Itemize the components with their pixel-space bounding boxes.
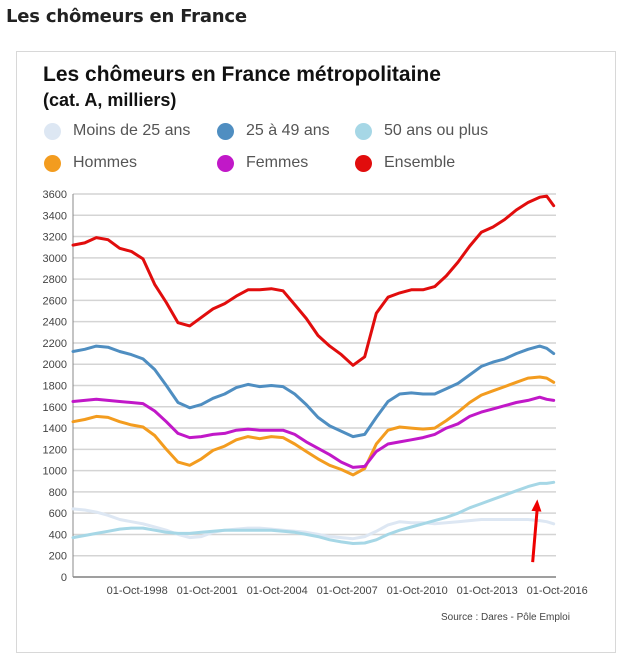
y-tick-label: 1200 [43,444,67,456]
legend-dot-icon [355,122,372,140]
y-tick-label: 3000 [43,253,67,265]
y-axis-ticks: 0 200 400 600 800 1000 1200 1400 1600 1800 2000 220… [43,189,67,584]
x-tick-label: 01-Oct-2007 [317,585,378,597]
legend-item-50-plus[interactable]: 50 ans ou plus [355,122,488,140]
chart-card [16,51,616,653]
y-tick-label: 3400 [43,210,67,222]
legend-label: Hommes [73,154,138,171]
page-heading: Les chômeurs en France [6,6,247,27]
legend-item-moins-25[interactable]: Moins de 25 ans [44,122,190,140]
legend-dot-icon [217,122,234,140]
y-tick-label: 3200 [43,232,67,244]
chart-title: Les chômeurs en France métropolitaine [43,63,441,86]
gridlines [72,193,556,578]
x-tick-label: 01-Oct-2013 [457,585,518,597]
x-tick-label: 01-Oct-2004 [247,585,308,597]
series-line-femmes [71,395,556,469]
legend-label: Moins de 25 ans [73,122,191,139]
series-line-25-49-ans [71,344,556,439]
y-tick-label: 400 [49,529,67,541]
annotation-arrow-head-icon [531,499,542,512]
y-tick-label: 3600 [43,189,67,201]
legend-label: Ensemble [384,154,456,171]
y-tick-label: 600 [49,508,67,520]
legend-dot-icon [217,154,234,172]
legend-item-femmes[interactable]: Femmes [217,154,308,172]
y-tick-label: 1800 [43,381,67,393]
legend-item-ensemble[interactable]: Ensemble [355,154,455,172]
x-tick-label: 01-Oct-2001 [177,585,238,597]
source-note: Source : Dares - Pôle Emploi [441,612,570,623]
series-line-hommes [71,375,556,477]
annotations [531,499,542,563]
legend-item-25-49[interactable]: 25 à 49 ans [217,122,330,140]
legend-label: Femmes [246,154,309,171]
y-tick-label: 2000 [43,359,67,371]
y-tick-label: 2200 [43,338,67,350]
x-tick-label: 01-Oct-1998 [107,585,168,597]
y-tick-label: 2400 [43,317,67,329]
legend-dot-icon [44,154,61,172]
annotation-arrow-shaft [531,507,539,563]
series-line-ensemble [71,194,556,367]
y-tick-label: 1400 [43,423,67,435]
y-tick-label: 1600 [43,402,67,414]
legend-dot-icon [44,122,61,140]
series-line-moins-de-25-ans [71,507,556,541]
series-line-50-ans-ou-plus [71,480,556,545]
chart-subtitle: (cat. A, milliers) [43,90,177,110]
y-tick-label: 200 [49,551,67,563]
legend-label: 25 à 49 ans [246,122,330,139]
y-tick-label: 2800 [43,274,67,286]
x-tick-label: 01-Oct-2010 [387,585,448,597]
x-tick-label: 01-Oct-2016 [527,585,588,597]
y-tick-label: 800 [49,487,67,499]
legend-label: 50 ans ou plus [384,122,489,139]
y-tick-label: 0 [61,572,67,584]
legend-item-hommes[interactable]: Hommes [44,154,137,172]
x-axis-ticks: 01-Oct-1998 01-Oct-2001 01-Oct-2004 01-Oct-… [107,585,588,597]
y-tick-label: 1000 [43,466,67,478]
series-lines [71,194,556,545]
line-chart: 0 200 400 600 800 1000 1200 1400 1600 1800 2000 220… [43,189,588,597]
y-tick-label: 2600 [43,295,67,307]
legend-dot-icon [355,154,372,172]
